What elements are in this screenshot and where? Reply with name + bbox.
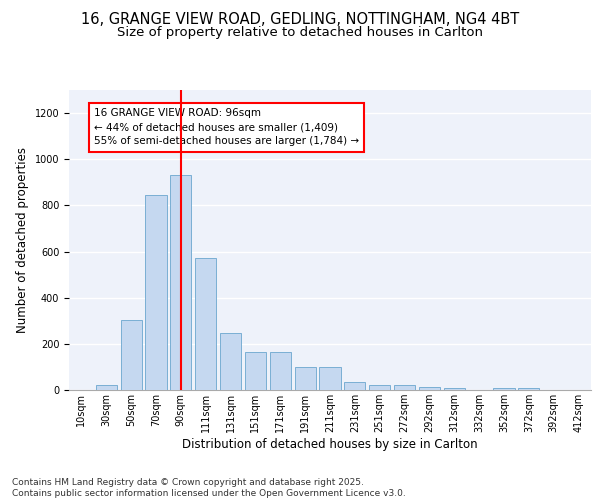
Bar bbox=[245, 352, 266, 390]
X-axis label: Distribution of detached houses by size in Carlton: Distribution of detached houses by size … bbox=[182, 438, 478, 451]
Text: Contains HM Land Registry data © Crown copyright and database right 2025.
Contai: Contains HM Land Registry data © Crown c… bbox=[12, 478, 406, 498]
Bar bbox=[295, 367, 316, 390]
Text: Size of property relative to detached houses in Carlton: Size of property relative to detached ho… bbox=[117, 26, 483, 39]
Bar bbox=[96, 386, 117, 390]
Bar bbox=[518, 388, 539, 390]
Bar bbox=[419, 386, 440, 390]
Bar bbox=[270, 352, 291, 390]
Bar bbox=[369, 386, 390, 390]
Text: 16 GRANGE VIEW ROAD: 96sqm
← 44% of detached houses are smaller (1,409)
55% of s: 16 GRANGE VIEW ROAD: 96sqm ← 44% of deta… bbox=[94, 108, 359, 146]
Bar bbox=[145, 195, 167, 390]
Bar bbox=[493, 388, 515, 390]
Text: 16, GRANGE VIEW ROAD, GEDLING, NOTTINGHAM, NG4 4BT: 16, GRANGE VIEW ROAD, GEDLING, NOTTINGHA… bbox=[81, 12, 519, 28]
Bar bbox=[220, 334, 241, 390]
Bar bbox=[319, 367, 341, 390]
Bar bbox=[121, 320, 142, 390]
Bar bbox=[394, 386, 415, 390]
Bar bbox=[170, 176, 191, 390]
Y-axis label: Number of detached properties: Number of detached properties bbox=[16, 147, 29, 333]
Bar bbox=[344, 382, 365, 390]
Bar bbox=[444, 388, 465, 390]
Bar bbox=[195, 258, 216, 390]
